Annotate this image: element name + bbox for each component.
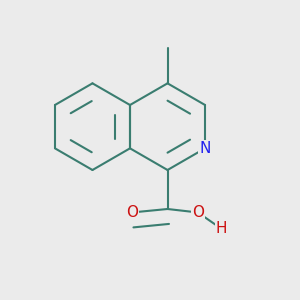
Text: H: H [216,221,227,236]
Text: O: O [192,205,204,220]
Text: N: N [200,141,211,156]
Text: O: O [126,205,138,220]
